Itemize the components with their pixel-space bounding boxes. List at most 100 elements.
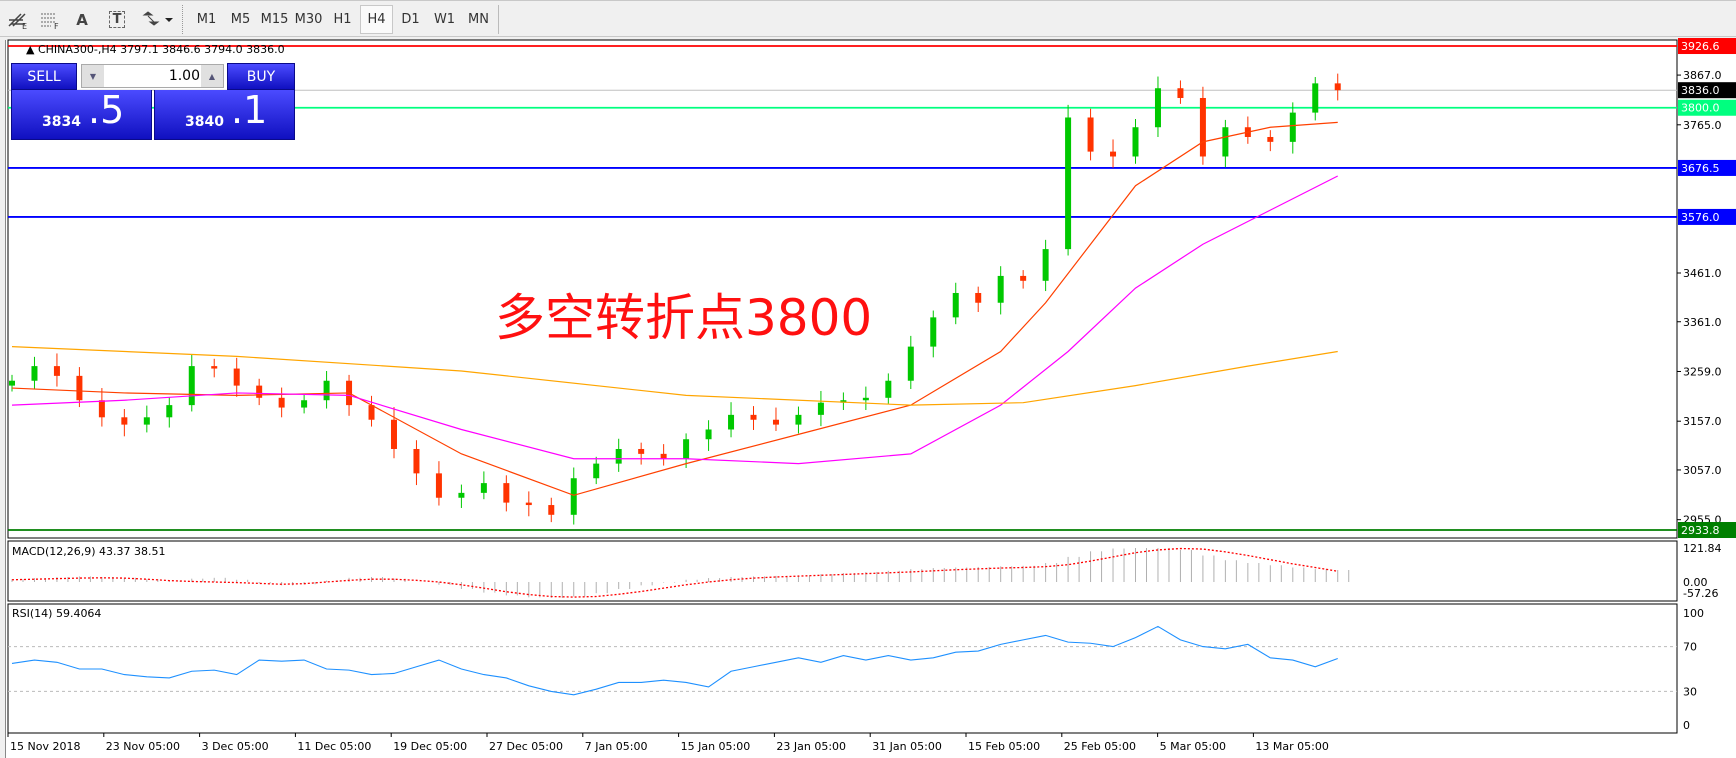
- price-label-box: [1678, 159, 1736, 176]
- candle-body: [76, 375, 83, 401]
- one-click-trading-panel: SELL ▼ ▲ BUY 3834 .5 3840 .1: [11, 63, 295, 140]
- timeframe-h4[interactable]: H4: [360, 5, 393, 34]
- price-label-box: [1678, 99, 1736, 116]
- candle-body: [188, 366, 195, 406]
- sell-price-big: 3834: [42, 114, 81, 130]
- timeframe-m15[interactable]: M15: [260, 12, 289, 27]
- candle-body: [368, 405, 375, 420]
- chart-header: ▲ CHINA300-,H4 3797.1 3846.6 3794.0 3836…: [26, 43, 285, 56]
- chart-annotation[interactable]: 多空转折点3800: [495, 289, 873, 347]
- candle-body: [278, 397, 285, 408]
- price-label: 3676.5: [1681, 162, 1720, 175]
- candle-body: [795, 414, 802, 425]
- macd-tick-label: 0.00: [1683, 576, 1708, 589]
- sell-price-small: .5: [88, 88, 125, 132]
- time-label: 19 Dec 05:00: [393, 740, 467, 753]
- candle-body: [952, 292, 959, 318]
- volume-increase-button[interactable]: ▲: [201, 65, 223, 87]
- chart-window[interactable]: [5, 40, 1736, 758]
- fibonacci-fan-icon[interactable]: F: [36, 5, 64, 34]
- candle-body: [975, 292, 982, 303]
- buy-button[interactable]: BUY: [227, 63, 295, 90]
- candle-body: [1199, 97, 1206, 157]
- candle-body: [525, 502, 532, 506]
- price-tick-label: 3361.0: [1683, 316, 1722, 329]
- buy-price-big: 3840: [185, 114, 224, 130]
- svg-text:E: E: [22, 22, 27, 30]
- fibonacci-expansion-icon[interactable]: E: [4, 5, 32, 34]
- text-label-icon[interactable]: T: [104, 5, 130, 34]
- time-label: 13 Mar 05:00: [1255, 740, 1328, 753]
- candle-body: [323, 380, 330, 401]
- timeframe-d1[interactable]: D1: [401, 12, 420, 27]
- price-tick-label: 3057.0: [1683, 464, 1722, 477]
- candle-body: [480, 483, 487, 493]
- price-tick-label: 3157.0: [1683, 415, 1722, 428]
- text-label-glyph: T: [108, 11, 126, 28]
- rsi-tick-label: 100: [1683, 607, 1704, 620]
- buy-price-button[interactable]: 3840 .1: [154, 88, 295, 140]
- rsi-pane: [7, 603, 1678, 734]
- candle-body: [413, 448, 420, 474]
- candle-body: [503, 483, 510, 503]
- price-label-box: [1678, 208, 1736, 225]
- sell-price-button[interactable]: 3834 .5: [11, 88, 152, 140]
- candle-body: [256, 385, 263, 398]
- timeframe-mn[interactable]: MN: [468, 12, 489, 27]
- candle-body: [817, 402, 824, 415]
- candle-body: [750, 414, 757, 420]
- timeframe-h1[interactable]: H1: [333, 12, 352, 27]
- macd-tick-label: 121.84: [1683, 542, 1722, 555]
- ma-mid-line: [11, 175, 1339, 465]
- candle-body: [638, 448, 645, 454]
- candle-body: [1132, 127, 1139, 157]
- candle-body: [211, 366, 218, 369]
- time-label: 15 Jan 05:00: [681, 740, 751, 753]
- candle-body: [233, 368, 240, 386]
- candle-body: [1289, 112, 1296, 142]
- price-label: 3800.0: [1681, 102, 1720, 115]
- time-label: 5 Mar 05:00: [1160, 740, 1226, 753]
- triangle-up-icon[interactable]: ▲: [26, 43, 35, 56]
- timeframe-m1[interactable]: M1: [196, 12, 217, 27]
- candle-body: [772, 419, 779, 425]
- candle-body: [98, 400, 105, 418]
- ma-long-line: [11, 346, 1338, 406]
- candle-body: [615, 448, 622, 464]
- candle-body: [1042, 249, 1049, 281]
- rsi-tick-label: 70: [1683, 641, 1697, 654]
- toolbar-divider: [498, 5, 499, 34]
- time-label: 11 Dec 05:00: [297, 740, 371, 753]
- svg-text:F: F: [54, 22, 59, 30]
- macd-signal-line: [11, 547, 1338, 598]
- candle-body: [1087, 117, 1094, 152]
- volume-input[interactable]: [106, 66, 200, 86]
- rsi-title: RSI(14) 59.4064: [12, 607, 101, 620]
- volume-decrease-button[interactable]: ▼: [82, 65, 104, 87]
- buy-price-small: .1: [231, 88, 268, 132]
- timeframe-m5[interactable]: M5: [230, 12, 251, 27]
- candle-body: [390, 419, 397, 449]
- price-label: 2933.8: [1681, 524, 1720, 537]
- sell-button[interactable]: SELL: [11, 63, 77, 90]
- macd-pane: [7, 540, 1678, 602]
- time-label: 27 Dec 05:00: [489, 740, 563, 753]
- price-tick-label: 3461.0: [1683, 267, 1722, 280]
- macd-title: MACD(12,26,9) 43.37 38.51: [12, 545, 166, 558]
- arrows-icon[interactable]: [140, 5, 176, 34]
- candle-body: [53, 366, 60, 376]
- timeframe-w1[interactable]: W1: [433, 12, 456, 27]
- time-label: 7 Jan 05:00: [585, 740, 648, 753]
- candle-body: [997, 275, 1004, 303]
- candle-body: [705, 429, 712, 440]
- candle-body: [1110, 151, 1117, 157]
- timeframe-m30[interactable]: M30: [294, 12, 323, 27]
- text-icon[interactable]: A: [76, 10, 88, 29]
- price-label: 3926.6: [1681, 40, 1720, 53]
- candle-body: [1312, 83, 1319, 113]
- price-tick-label: 3259.0: [1683, 365, 1722, 378]
- toolbar-grip: [182, 5, 184, 34]
- time-label: 23 Jan 05:00: [776, 740, 846, 753]
- candle-body: [166, 405, 173, 418]
